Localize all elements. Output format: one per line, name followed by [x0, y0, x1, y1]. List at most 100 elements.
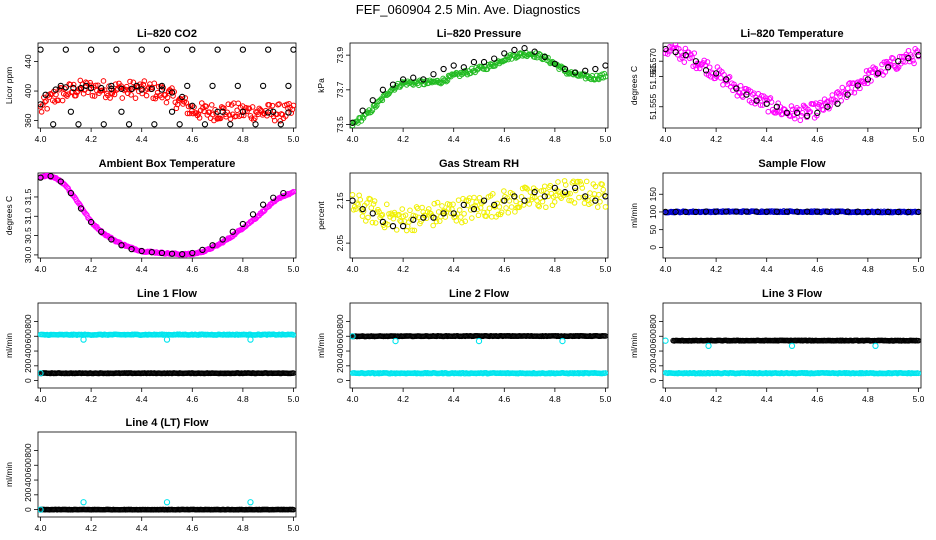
data-point	[234, 107, 240, 114]
data-point	[234, 82, 241, 90]
data-point	[743, 91, 750, 98]
data-point	[798, 112, 805, 119]
y-tick-label: 200	[648, 358, 658, 372]
x-tick-label: 4.0	[347, 134, 359, 144]
x-tick-label: 4.8	[862, 264, 874, 274]
data-point	[470, 58, 478, 66]
data-point	[350, 197, 356, 204]
data-point	[357, 196, 364, 203]
x-tick-label: 4.8	[237, 523, 249, 533]
data-point	[125, 121, 133, 128]
series-cyan-low	[38, 370, 44, 377]
data-point	[225, 101, 232, 108]
data-point	[578, 181, 584, 188]
data-point	[474, 206, 481, 213]
data-point	[571, 200, 578, 206]
data-point	[473, 199, 480, 205]
data-point	[266, 102, 272, 108]
y-axis-label: ml/min	[316, 333, 326, 358]
data-point	[844, 208, 851, 215]
series-2-5-min-avg	[663, 45, 921, 120]
data-point	[834, 100, 841, 107]
data-point	[214, 46, 221, 53]
data-point	[127, 78, 133, 85]
data-point	[369, 97, 376, 104]
data-point	[158, 86, 166, 93]
data-point	[203, 103, 210, 110]
plot-area	[350, 178, 608, 234]
x-tick-label: 4.0	[660, 134, 672, 144]
data-point	[748, 99, 755, 106]
data-point	[672, 48, 679, 56]
data-point	[579, 185, 586, 191]
series-cyan-points	[663, 337, 879, 350]
data-point	[551, 60, 559, 67]
data-point	[758, 92, 765, 99]
data-point	[42, 91, 49, 98]
data-point	[664, 51, 671, 57]
data-point	[788, 342, 796, 350]
x-tick-label: 4.0	[347, 264, 359, 274]
data-point	[682, 51, 689, 59]
data-point	[100, 78, 107, 84]
x-tick-label: 4.0	[35, 523, 47, 533]
y-tick-label: 0	[335, 378, 345, 383]
data-point	[247, 336, 254, 343]
data-point	[757, 102, 764, 108]
data-point	[285, 109, 292, 116]
y-tick-label: 30.5	[23, 227, 33, 244]
data-point	[791, 115, 798, 122]
data-point	[511, 193, 518, 200]
data-point	[682, 208, 689, 216]
data-point	[372, 220, 379, 226]
data-point	[370, 201, 377, 207]
x-tick-label: 4.4	[448, 394, 460, 404]
data-point	[881, 59, 888, 65]
y-tick-label: 800	[23, 314, 33, 328]
data-point	[733, 85, 740, 92]
plot-frame	[37, 302, 297, 389]
data-point	[602, 73, 608, 80]
x-tick-label: 4.0	[660, 264, 672, 274]
x-tick-label: 5.0	[288, 264, 300, 274]
plot-area	[663, 43, 921, 124]
series-1-min	[663, 369, 921, 377]
data-point	[551, 184, 559, 192]
plot-area	[38, 173, 296, 258]
data-point	[138, 86, 145, 93]
data-point	[486, 205, 493, 212]
y-axis-label: percent	[316, 201, 326, 230]
data-point	[290, 370, 296, 376]
data-point	[672, 43, 679, 48]
x-tick-label: 4.8	[237, 134, 249, 144]
data-point	[804, 208, 811, 215]
data-point	[501, 197, 508, 204]
data-point	[517, 200, 524, 207]
data-point	[521, 197, 528, 204]
data-point	[82, 82, 90, 90]
plot-frame	[37, 172, 297, 259]
data-point	[717, 75, 724, 81]
data-point	[460, 201, 467, 209]
data-point	[502, 57, 508, 64]
data-point	[143, 92, 150, 99]
data-point	[38, 46, 44, 53]
data-point	[290, 102, 296, 109]
plot-frame	[662, 42, 922, 129]
data-point	[582, 67, 589, 74]
data-point	[680, 52, 687, 59]
data-point	[663, 337, 669, 344]
data-point	[138, 247, 145, 255]
data-point	[511, 46, 518, 54]
data-point	[446, 201, 453, 208]
data-point	[208, 102, 215, 108]
data-point	[689, 54, 695, 61]
data-point	[894, 65, 901, 72]
series-2-5-min-avg	[38, 506, 296, 513]
x-tick-label: 4.6	[186, 264, 198, 274]
x-tick-label: 4.6	[811, 264, 823, 274]
data-point	[75, 121, 82, 128]
data-point	[824, 208, 831, 215]
y-tick-label: 73.5	[335, 116, 345, 133]
data-point	[523, 185, 529, 191]
